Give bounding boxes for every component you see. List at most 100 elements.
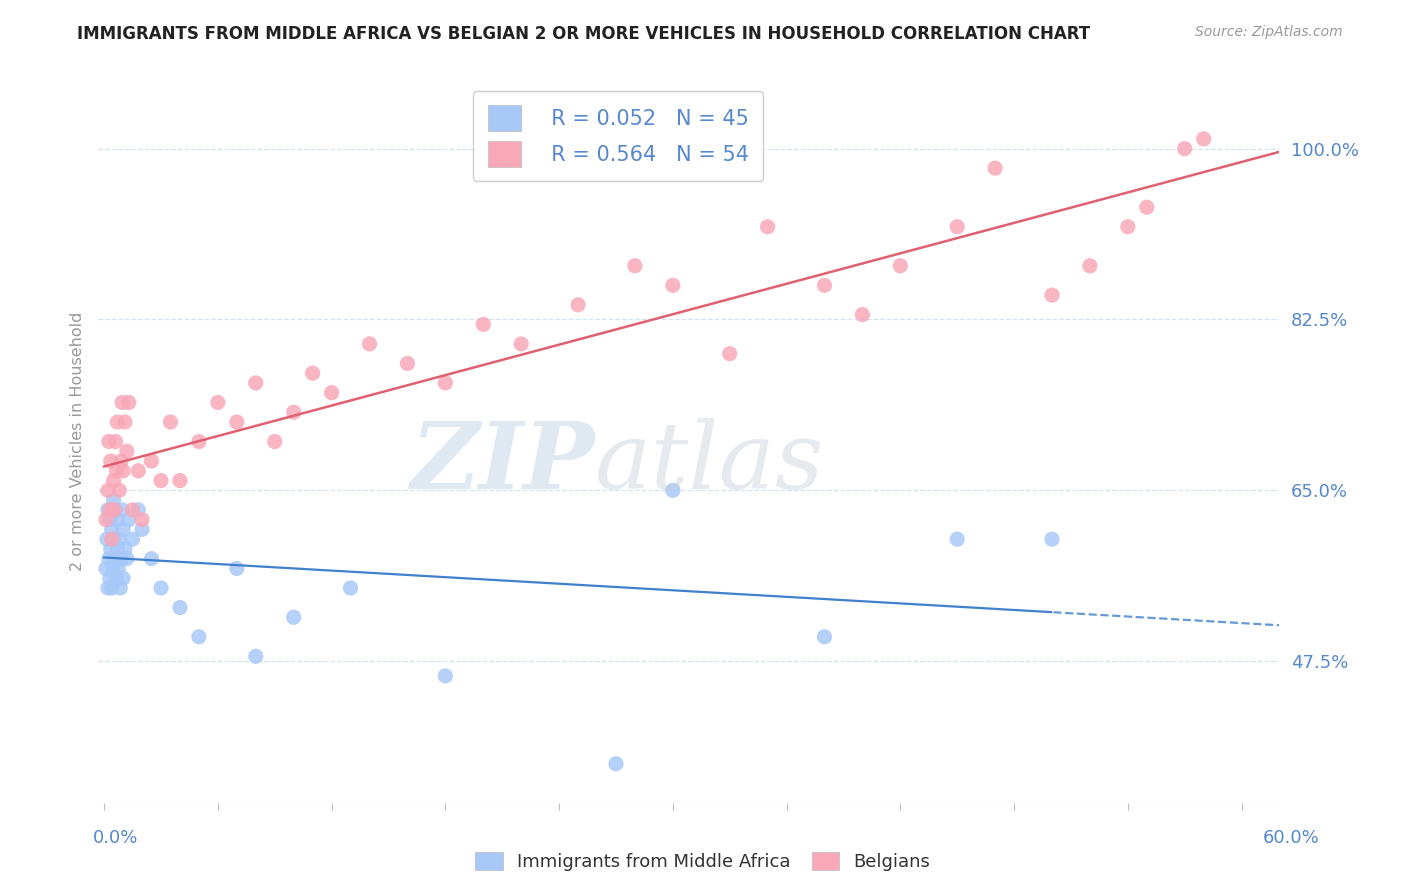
Point [225,561,247,575]
Point [96,532,118,546]
Point [127,503,149,517]
Point [114,415,136,429]
Point [111,395,134,409]
Y-axis label: 2 or more Vehicles in Household: 2 or more Vehicles in Household [69,312,84,571]
Point [851,308,873,322]
Point [131,513,153,527]
Point [434,376,457,390]
Point [207,395,229,409]
Point [131,523,153,537]
Point [472,318,495,332]
Text: 60.0%: 60.0% [1263,829,1319,847]
Point [112,464,135,478]
Text: Source: ZipAtlas.com: Source: ZipAtlas.com [1195,25,1343,39]
Point [321,385,343,400]
Point [97,551,120,566]
Point [103,532,125,546]
Point [813,278,835,293]
Point [98,503,121,517]
Point [112,571,135,585]
Point [1192,132,1215,146]
Point [97,581,120,595]
Point [245,649,267,664]
Text: 0.0%: 0.0% [93,829,138,847]
Point [263,434,285,449]
Point [567,298,589,312]
Point [97,483,120,498]
Point [98,571,121,585]
Point [103,493,125,508]
Point [127,464,149,478]
Point [94,561,117,575]
Point [115,551,138,566]
Point [339,581,361,595]
Point [121,532,143,546]
Point [103,474,125,488]
Point [121,503,143,517]
Point [1136,200,1159,214]
Point [283,405,305,419]
Point [114,541,136,556]
Point [149,581,172,595]
Point [718,346,741,360]
Point [169,474,191,488]
Point [169,600,191,615]
Point [108,483,131,498]
Point [813,630,835,644]
Point [110,581,132,595]
Text: atlas: atlas [595,418,824,508]
Point [141,454,163,468]
Point [110,454,132,468]
Point [105,571,128,585]
Point [104,434,127,449]
Point [283,610,305,624]
Point [104,503,127,517]
Text: ZIP: ZIP [411,418,595,508]
Point [115,444,138,458]
Point [1040,288,1063,302]
Point [107,561,129,575]
Point [159,415,181,429]
Point [510,337,533,351]
Point [100,581,122,595]
Point [662,278,685,293]
Point [225,415,247,429]
Point [984,161,1007,176]
Point [187,434,209,449]
Point [434,669,457,683]
Point [105,415,128,429]
Point [756,219,779,234]
Point [97,503,120,517]
Point [97,434,120,449]
Point [105,513,128,527]
Text: IMMIGRANTS FROM MIDDLE AFRICA VS BELGIAN 2 OR MORE VEHICLES IN HOUSEHOLD CORRELA: IMMIGRANTS FROM MIDDLE AFRICA VS BELGIAN… [77,25,1091,43]
Point [946,219,969,234]
Point [111,503,134,517]
Point [100,532,122,546]
Point [187,630,209,644]
Point [112,523,135,537]
Point [101,561,124,575]
Point [1174,142,1197,156]
Point [118,513,141,527]
Legend: Immigrants from Middle Africa, Belgians: Immigrants from Middle Africa, Belgians [468,845,938,879]
Point [103,503,125,517]
Point [149,474,172,488]
Point [605,756,627,771]
Point [359,337,381,351]
Point [1078,259,1101,273]
Point [100,541,122,556]
Point [889,259,911,273]
Point [103,551,125,566]
Point [624,259,647,273]
Point [98,513,121,527]
Point [1040,532,1063,546]
Point [100,454,122,468]
Point [118,395,141,409]
Point [108,532,131,546]
Point [141,551,163,566]
Point [1116,219,1139,234]
Point [105,541,128,556]
Point [110,551,132,566]
Point [100,523,122,537]
